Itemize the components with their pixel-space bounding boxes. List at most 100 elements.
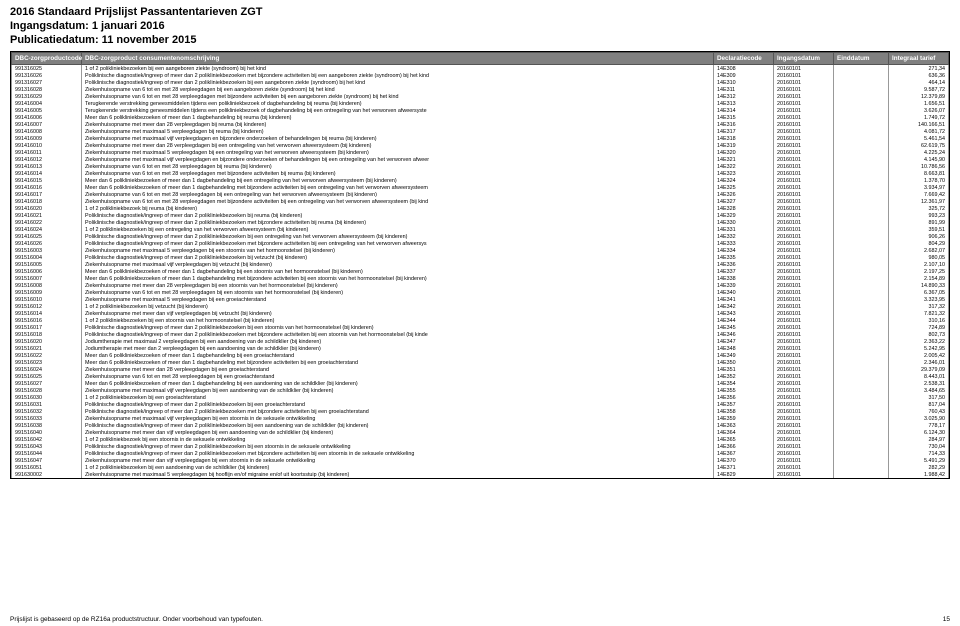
table-cell: 20160101 [774,72,834,79]
tariff-table-wrapper: DBC-zorgproductcode DBC-zorgproduct cons… [10,51,950,479]
table-cell: 14E336 [714,261,774,268]
table-cell: 991416025 [12,233,82,240]
table-cell [834,359,889,366]
table-row: 991516017Poliklinische diagnostiek/ingre… [12,324,949,331]
table-row: 991516033Ziekenhuisopname met maximaal v… [12,415,949,422]
table-cell: 14E350 [714,359,774,366]
table-cell: 20160101 [774,170,834,177]
table-cell: 1.378,70 [889,177,949,184]
table-cell: 991516003 [12,247,82,254]
table-cell: 991516028 [12,387,82,394]
table-cell: 20160101 [774,184,834,191]
table-cell: 20160101 [774,135,834,142]
table-cell: 14E312 [714,93,774,100]
table-cell: 730,04 [889,443,949,450]
table-cell: 14E370 [714,457,774,464]
table-cell: Poliklinische diagnostiek/ingreep of mee… [82,233,714,240]
table-cell: 7.821,32 [889,310,949,317]
table-cell: 20160101 [774,324,834,331]
table-cell: 5.491,29 [889,457,949,464]
table-cell: 29.379,09 [889,366,949,373]
table-cell: Ziekenhuisopname met maximaal 5 verpleeg… [82,296,714,303]
table-row: 9915160121 of 2 polikliniekbezoeken bij … [12,303,949,310]
table-cell: 991416011 [12,149,82,156]
table-cell: 760,43 [889,408,949,415]
table-cell: Ziekenhuisopname met meer dan vijf verpl… [82,429,714,436]
table-cell: Poliklinische diagnostiek/ingreep of mee… [82,240,714,247]
table-cell: 991316029 [12,93,82,100]
table-cell: 20160101 [774,422,834,429]
table-cell: 20160101 [774,212,834,219]
table-cell: 140.166,51 [889,121,949,128]
table-row: 991416009Ziekenhuisopname met maximaal v… [12,135,949,142]
table-cell: 991416022 [12,219,82,226]
table-cell: 991316028 [12,86,82,93]
table-row: 991316027Poliklinische diagnostiek/ingre… [12,79,949,86]
table-cell: Ziekenhuisopname met maximaal 5 verpleeg… [82,149,714,156]
table-cell [834,163,889,170]
table-cell: Ziekenhuisopname met maximaal vijf verpl… [82,261,714,268]
table-cell: 310,16 [889,317,949,324]
table-cell: 1.749,72 [889,114,949,121]
footer-note: Prijslijst is gebaseerd op de RZ16a prod… [10,616,263,623]
table-row: 991516038Poliklinische diagnostiek/ingre… [12,422,949,429]
table-cell: 14E367 [714,450,774,457]
table-cell [834,415,889,422]
table-cell: 14E338 [714,275,774,282]
table-cell: Meer dan 6 polikliniekbezoeken of meer d… [82,268,714,275]
table-cell: 20160101 [774,345,834,352]
table-cell: 464,14 [889,79,949,86]
table-cell [834,268,889,275]
table-row: 991516032Poliklinische diagnostiek/ingre… [12,408,949,415]
table-cell: 1 of 2 polikliniekbezoeken bij een aange… [82,65,714,73]
table-cell: 991416007 [12,121,82,128]
table-cell [834,247,889,254]
table-cell: 20160101 [774,198,834,205]
table-cell [834,240,889,247]
table-cell: 991416026 [12,240,82,247]
table-cell [834,366,889,373]
col-header-start: Ingangsdatum [774,53,834,65]
table-cell: Meer dan 6 polikliniekbezoeken of meer d… [82,359,714,366]
table-row: 9913160251 of 2 polikliniekbezoeken bij … [12,65,949,73]
table-cell: 14E311 [714,86,774,93]
table-cell [834,373,889,380]
table-row: 991316028Ziekenhuisopname van 6 tot en m… [12,86,949,93]
table-row: 991516025Ziekenhuisopname van 6 tot en m… [12,373,949,380]
table-cell: 20160101 [774,289,834,296]
table-cell: 14E328 [714,205,774,212]
table-cell: 325,72 [889,205,949,212]
table-cell [834,303,889,310]
table-cell: 14E339 [714,282,774,289]
table-cell: 991516044 [12,450,82,457]
table-cell: 991516018 [12,331,82,338]
table-cell [834,128,889,135]
table-cell: 991416018 [12,198,82,205]
table-cell: 14E320 [714,149,774,156]
table-cell: Ziekenhuisopname met maximaal 5 verpleeg… [82,247,714,254]
table-cell: 6.124,30 [889,429,949,436]
table-cell: 14E310 [714,79,774,86]
table-cell: 991516024 [12,366,82,373]
table-cell: 20160101 [774,114,834,121]
table-cell: 14E313 [714,100,774,107]
table-row: 991416013Ziekenhuisopname van 6 tot en m… [12,163,949,170]
table-cell: 991516006 [12,268,82,275]
table-cell: 991516017 [12,324,82,331]
table-cell: 20160101 [774,163,834,170]
table-cell: 1 of 2 polikliniekbezoek bij reuma (bij … [82,205,714,212]
table-cell: 714,33 [889,450,949,457]
table-cell: 14E351 [714,366,774,373]
table-row: 991416012Ziekenhuisopname met maximaal v… [12,156,949,163]
table-cell: 359,51 [889,226,949,233]
col-header-desc: DBC-zorgproduct consumentenomschrijving [82,53,714,65]
table-cell: 14E358 [714,408,774,415]
table-cell: 991516025 [12,373,82,380]
table-cell [834,331,889,338]
table-cell: Poliklinische diagnostiek/ingreep of mee… [82,331,714,338]
table-cell: 991416021 [12,212,82,219]
table-cell: 14E322 [714,163,774,170]
table-cell: Poliklinische diagnostiek/ingreep of mee… [82,254,714,261]
table-cell: 1 of 2 polikliniekbezoeken bij een aando… [82,464,714,471]
table-cell: 991416004 [12,100,82,107]
